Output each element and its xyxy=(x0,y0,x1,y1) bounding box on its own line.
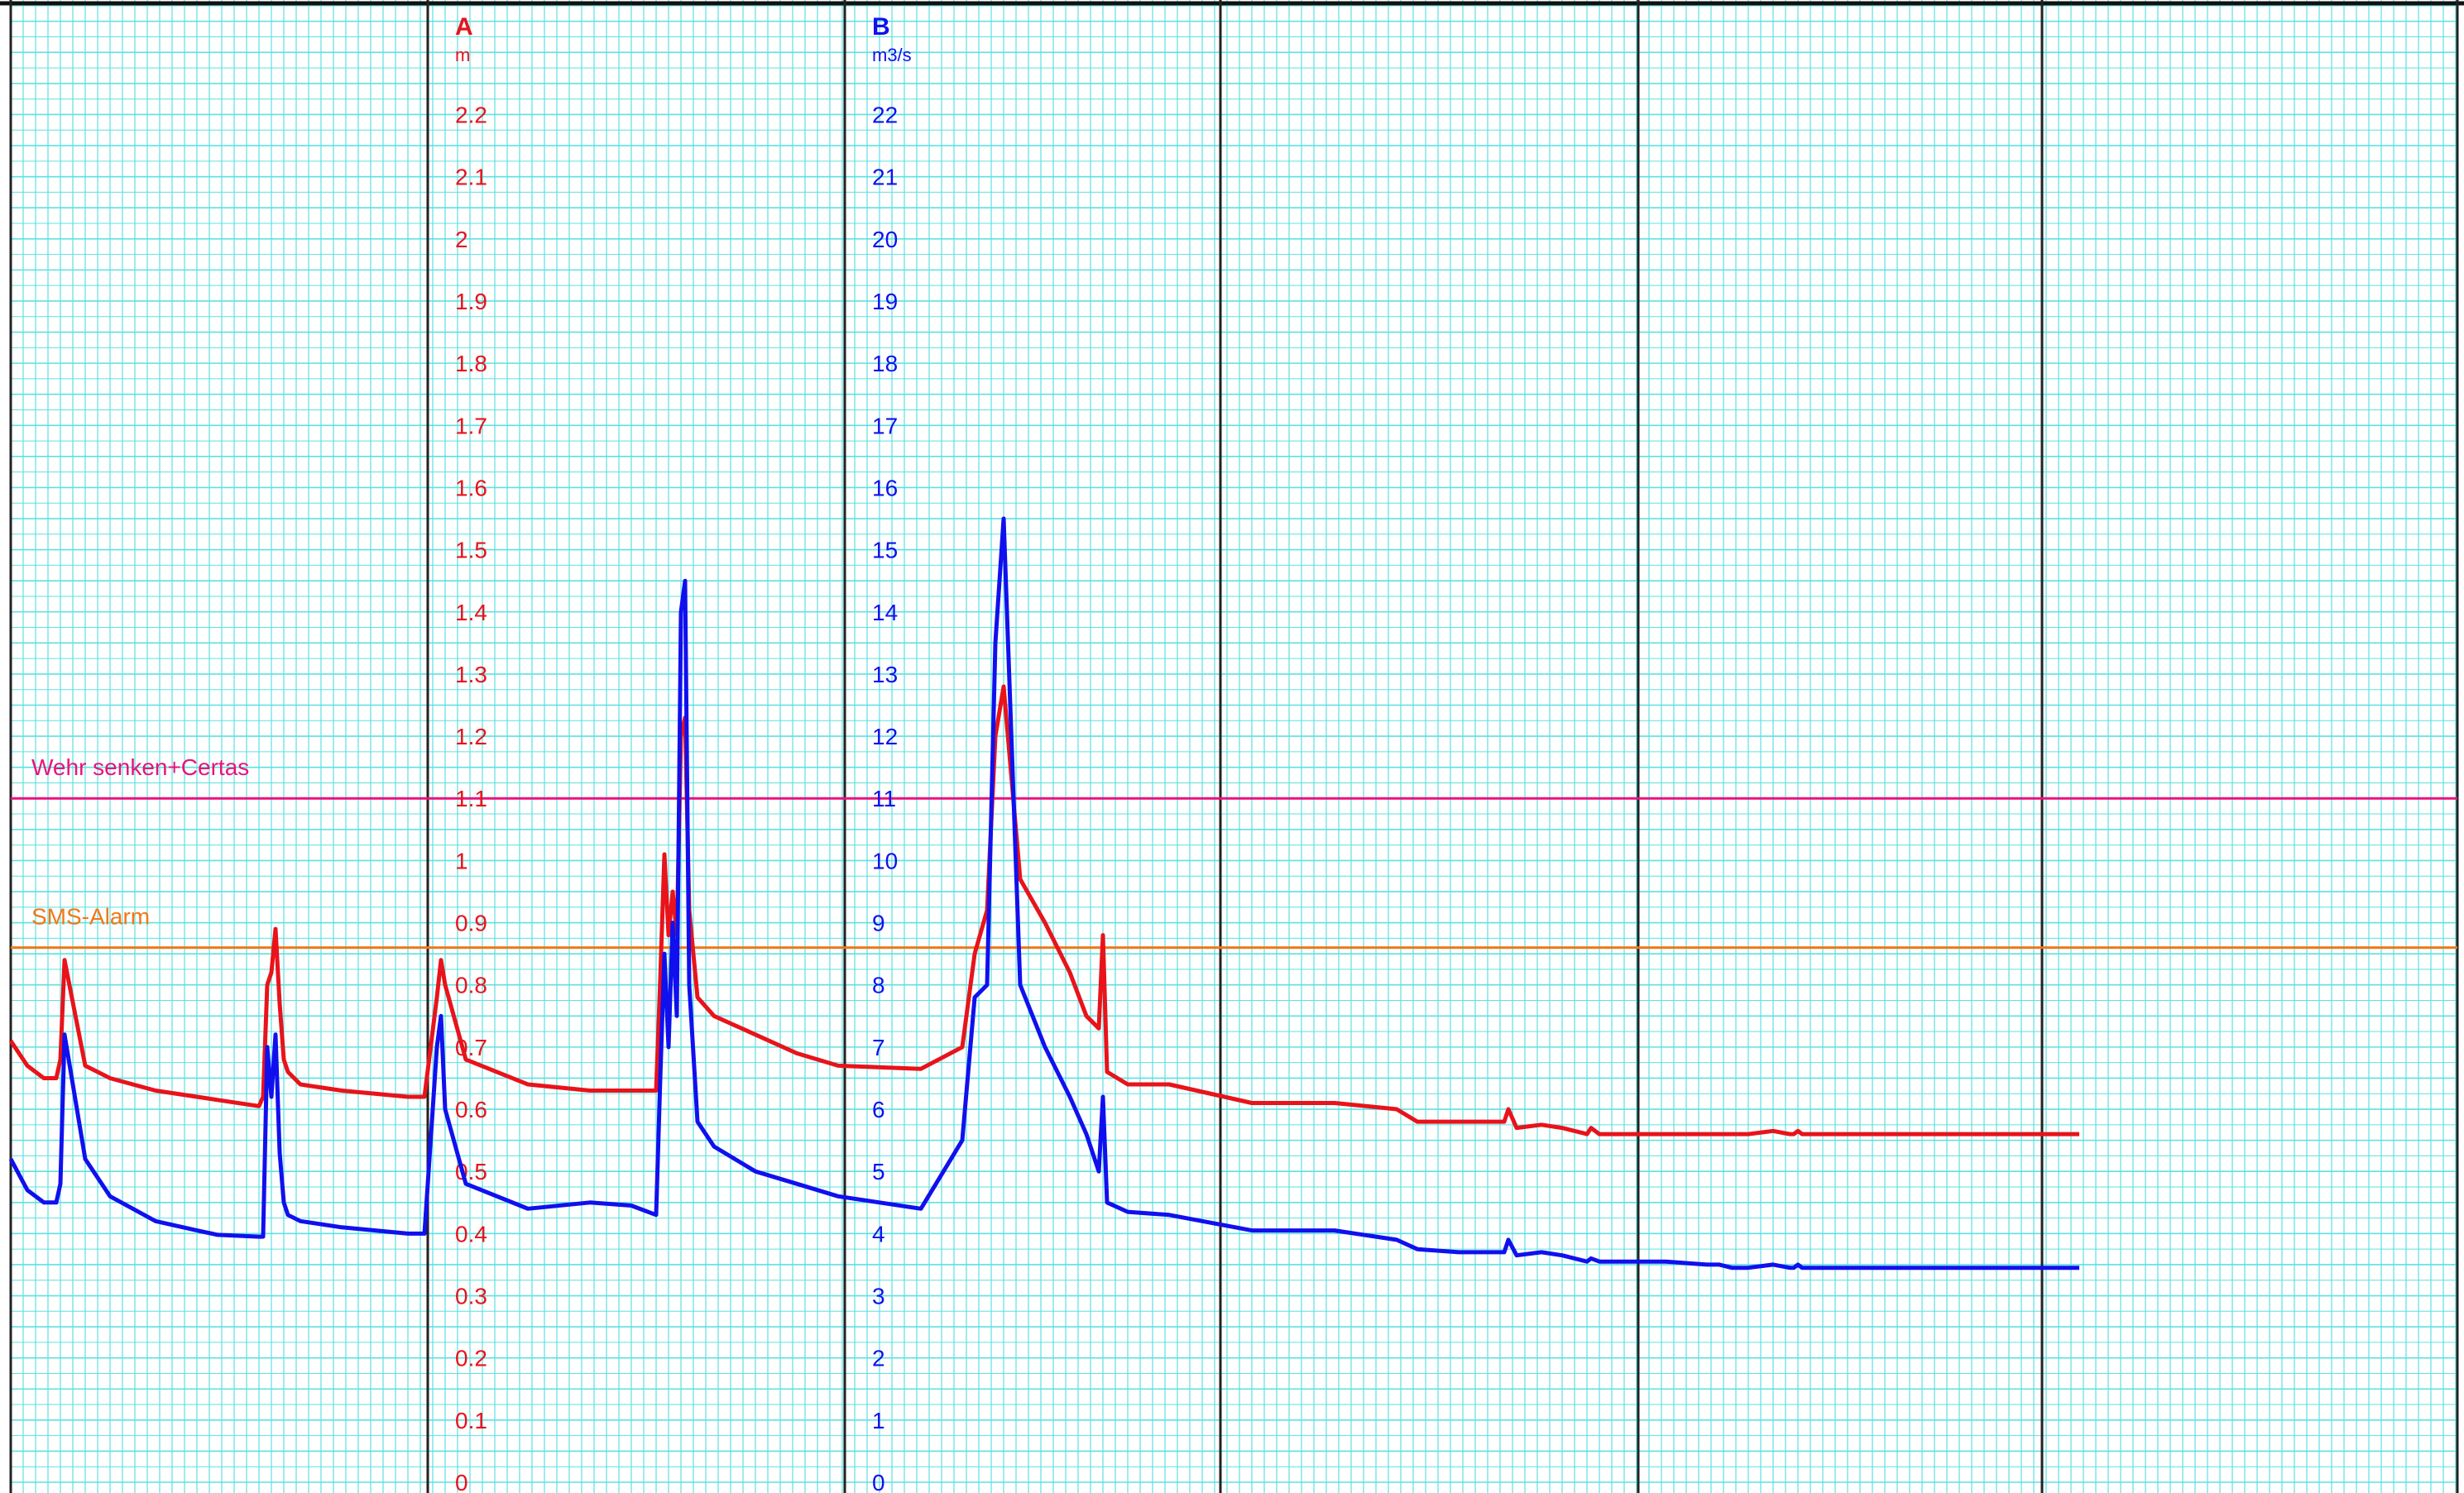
tick-label: 2.1 xyxy=(455,165,487,190)
tick-label: 2.2 xyxy=(455,102,487,127)
tick-label: 0 xyxy=(872,1470,885,1493)
axis-label: A xyxy=(455,13,473,41)
tick-label: 8 xyxy=(872,973,885,998)
tick-label: 0.1 xyxy=(455,1408,487,1433)
tick-label: 0.6 xyxy=(455,1097,487,1122)
tick-label: 6 xyxy=(872,1097,885,1122)
series-line-a xyxy=(8,684,2079,1136)
tick-label: 2 xyxy=(455,227,468,252)
tick-label: 12 xyxy=(872,724,898,749)
axis-unit: m xyxy=(455,45,470,65)
tick-label: 22 xyxy=(872,102,898,127)
grid-minor xyxy=(10,0,2457,1493)
axes: Am00.10.20.30.40.50.60.70.80.911.11.21.3… xyxy=(455,13,912,1493)
tick-label: 16 xyxy=(872,475,898,500)
tick-label: 19 xyxy=(872,289,898,314)
tick-label: 15 xyxy=(872,538,898,563)
tick-label: 7 xyxy=(872,1035,885,1060)
tick-label: 18 xyxy=(872,351,898,376)
tick-label: 14 xyxy=(872,600,898,625)
tick-label: 1.8 xyxy=(455,351,487,376)
tick-label: 1.7 xyxy=(455,413,487,438)
tick-label: 0.8 xyxy=(455,973,487,998)
tick-label: 1.6 xyxy=(455,475,487,500)
tick-label: 13 xyxy=(872,662,898,687)
tick-label: 1.2 xyxy=(455,724,487,749)
tick-label: 21 xyxy=(872,165,898,190)
tick-label: 17 xyxy=(872,413,898,438)
tick-label: 20 xyxy=(872,227,898,252)
tick-label: 2 xyxy=(872,1346,885,1371)
tick-label: 3 xyxy=(872,1284,885,1309)
tick-label: 5 xyxy=(872,1159,885,1184)
tick-label: 9 xyxy=(872,911,885,936)
tick-label: 0 xyxy=(455,1470,468,1493)
series-line-b xyxy=(8,516,2079,1270)
threshold-label: SMS-Alarm xyxy=(31,904,150,930)
threshold-lines: Wehr senken+Certas SMS-Alarm xyxy=(11,754,2457,950)
tick-label: 0.2 xyxy=(455,1346,487,1371)
tick-label: 0.9 xyxy=(455,911,487,936)
tick-label: 1.1 xyxy=(455,786,487,811)
axis-label: B xyxy=(872,13,890,41)
axis-unit: m3/s xyxy=(872,45,912,65)
tick-label: 0.4 xyxy=(455,1221,487,1247)
tick-label: 1.5 xyxy=(455,538,487,563)
tick-label: 1.9 xyxy=(455,289,487,314)
tick-label: 1.4 xyxy=(455,600,487,625)
tick-label: 1.3 xyxy=(455,662,487,687)
tick-label: 11 xyxy=(872,786,896,811)
tick-label: 1 xyxy=(455,848,468,873)
threshold-label: Wehr senken+Certas xyxy=(31,754,249,780)
series xyxy=(8,516,2079,1270)
tick-label: 10 xyxy=(872,848,898,873)
tick-label: 0.3 xyxy=(455,1284,487,1309)
tick-label: 1 xyxy=(872,1408,885,1433)
tick-label: 4 xyxy=(872,1221,885,1247)
